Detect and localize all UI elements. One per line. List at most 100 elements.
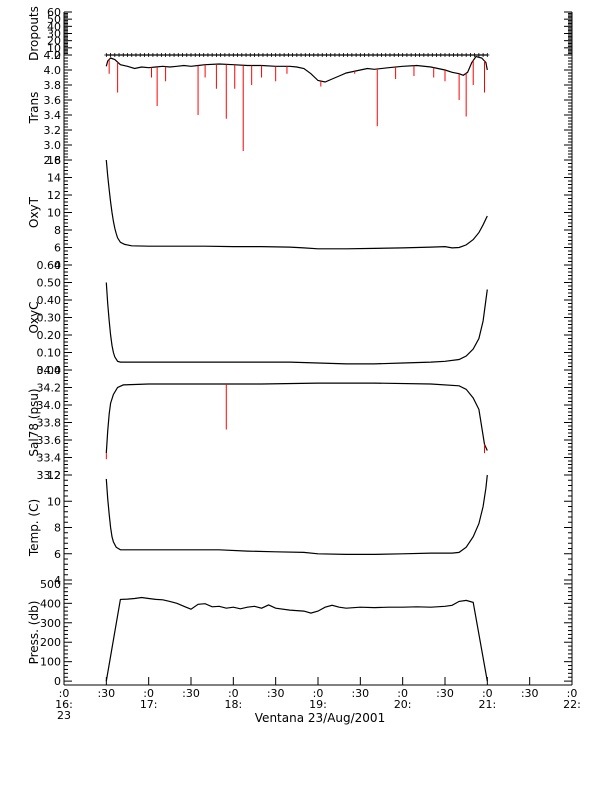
panel-oxyt: 4 6 8 10 12 14 16 OxyT — [27, 154, 573, 272]
y-tick-label: 33.2 — [37, 469, 62, 482]
x-axis-title: Ventana 23/Aug/2001 — [255, 711, 385, 725]
dropout-marker — [396, 53, 401, 57]
dropout-marker — [180, 53, 185, 57]
dropout-marker — [421, 53, 426, 57]
y-tick-label: 14 — [47, 172, 61, 185]
dropout-marker — [451, 53, 456, 57]
dropout-marker — [485, 53, 490, 57]
y-axis-title-oxyc: OxyC — [27, 301, 41, 333]
y-tick-label: 100 — [40, 656, 61, 669]
dropout-marker — [163, 53, 168, 57]
dropout-marker — [459, 53, 464, 57]
dropout-marker — [277, 53, 282, 57]
x-tick-label: :30 — [267, 687, 285, 700]
dropout-marker — [337, 53, 342, 57]
x-tick-label: :0 — [397, 687, 408, 700]
dropout-marker — [125, 53, 130, 57]
dropout-marker — [176, 53, 181, 57]
y-tick-label: 10 — [47, 207, 61, 220]
y-tick-label: 6 — [54, 242, 61, 255]
dropout-marker — [447, 53, 452, 57]
dropout-marker — [146, 53, 151, 57]
dropout-marker — [400, 53, 405, 57]
x-tick-label: :0 — [567, 687, 578, 700]
x-tick-day-label: 23 — [57, 709, 71, 722]
dropout-marker — [210, 53, 215, 57]
dropout-marker — [256, 53, 261, 57]
dropout-marker — [468, 53, 473, 57]
dropout-marker — [324, 53, 329, 57]
dropout-marker — [387, 53, 392, 57]
series-line-oxyc-0 — [105, 282, 488, 365]
x-tick-hour-label: 20: — [394, 698, 412, 711]
dropout-marker — [155, 53, 160, 57]
dropout-marker — [184, 53, 189, 57]
dropout-marker — [404, 53, 409, 57]
dropout-marker — [265, 53, 270, 57]
dropout-marker — [189, 53, 193, 57]
dropout-marker — [239, 53, 244, 57]
dropout-marker — [320, 53, 325, 57]
y-tick-label: 6 — [54, 548, 61, 561]
y-tick-label: 12 — [47, 189, 61, 202]
y-tick-label: 3.4 — [44, 109, 62, 122]
dropout-marker — [172, 53, 177, 57]
x-tick-label: :0 — [59, 687, 70, 700]
y-axis-title-dropouts: Dropouts — [27, 6, 41, 61]
dropout-marker — [371, 53, 376, 57]
y-axis-title-trans: Trans — [27, 92, 41, 125]
y-axis-title-sal78: Sal78 (psu) — [27, 388, 41, 456]
dropout-marker — [443, 53, 447, 57]
dropout-marker — [294, 53, 299, 57]
dropout-marker — [413, 53, 418, 57]
x-tick-label: :30 — [351, 687, 369, 700]
dropout-marker — [260, 53, 265, 57]
dropout-marker — [129, 53, 134, 57]
series-line-sal78-0 — [105, 382, 488, 454]
dropout-marker — [379, 53, 384, 57]
dropout-marker — [481, 53, 486, 57]
panel-sal78: 33.2 33.4 33.6 33.8 34.0 34.2 34.4 Sal78 (psu) — [27, 364, 573, 482]
panels-layer: 0102030405060Dropouts2.83.03.23.43.63.84… — [27, 6, 573, 688]
y-tick-label: 20 — [47, 35, 61, 48]
y-tick-label: 3.0 — [44, 139, 62, 152]
x-tick-label: :30 — [97, 687, 115, 700]
y-tick-label: 0.30 — [37, 312, 62, 325]
y-tick-label: 12 — [47, 469, 61, 482]
dropout-marker — [201, 53, 206, 57]
dropout-marker — [159, 53, 164, 57]
dropout-marker — [117, 53, 122, 57]
y-tick-label: 3.6 — [44, 94, 62, 107]
x-tick-label: :30 — [521, 687, 539, 700]
y-tick-label: 0 — [54, 675, 61, 688]
y-tick-label: 0.60 — [37, 259, 62, 272]
dropout-marker — [303, 53, 308, 57]
panel-oxyc: 0.00 0.10 0.20 0.30 0.40 0.50 0.60 OxyC — [27, 259, 573, 377]
x-tick-label: :0 — [313, 687, 324, 700]
y-tick-label: 33.8 — [37, 417, 62, 430]
dropout-marker — [383, 53, 388, 57]
y-tick-label: 0 — [54, 49, 61, 62]
y-tick-label: 4 — [54, 574, 61, 587]
dropout-marker — [112, 53, 117, 57]
dropout-marker — [426, 53, 431, 57]
y-tick-label: 0.10 — [37, 347, 62, 360]
y-axis-title-press: Press. (db) — [27, 601, 41, 665]
y-tick-label: 33.4 — [37, 452, 62, 465]
y-tick-label: 0.00 — [37, 364, 62, 377]
dropout-marker — [227, 53, 232, 57]
y-tick-label: 50 — [47, 13, 61, 26]
dropout-marker — [248, 53, 253, 57]
x-tick-label: :30 — [436, 687, 454, 700]
y-tick-label: 60 — [47, 6, 61, 19]
y-tick-label: 10 — [47, 42, 61, 55]
dropout-marker — [121, 53, 126, 57]
panel-trans: 2.8 3.0 3.2 3.4 3.6 3.8 4.0 4.2 Trans — [27, 49, 573, 167]
y-axis-title-oxyt: OxyT — [27, 196, 41, 228]
y-tick-label: 33.6 — [37, 434, 62, 447]
dropout-marker — [316, 53, 320, 57]
y-tick-label: 200 — [40, 636, 61, 649]
dropout-marker — [392, 53, 397, 57]
